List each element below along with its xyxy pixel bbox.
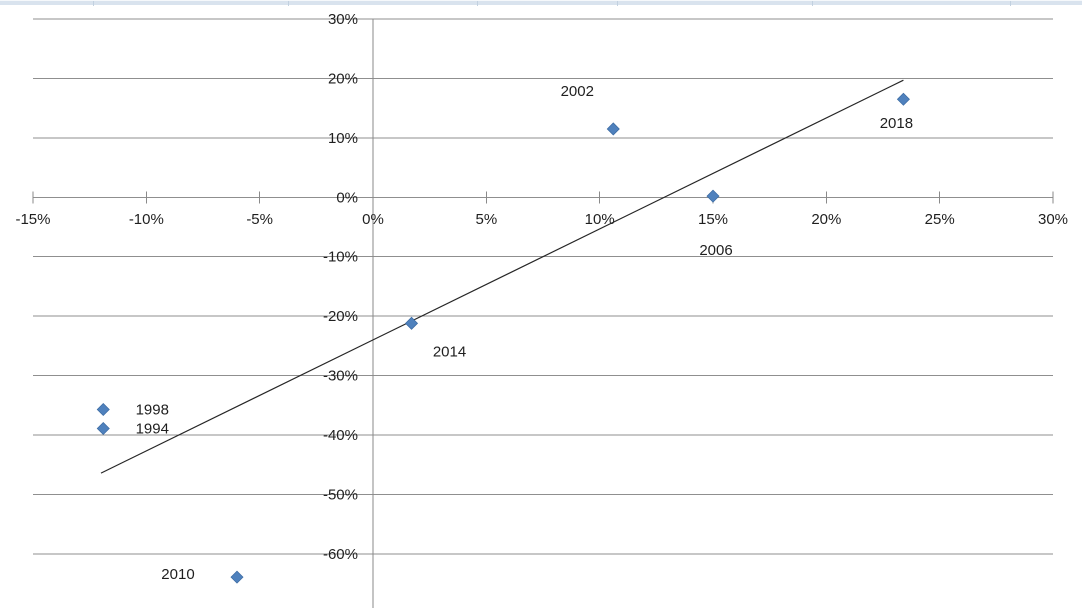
cell-border xyxy=(288,1,289,6)
x-tick-label-20: 20% xyxy=(811,211,841,228)
data-point-label-1994: 1994 xyxy=(136,421,169,438)
cell-border xyxy=(812,1,813,6)
y-tick-label--40: -40% xyxy=(323,427,358,444)
cell-border xyxy=(93,1,94,6)
y-tick-label-20: 20% xyxy=(328,70,358,87)
data-point-2010[interactable] xyxy=(230,570,244,584)
cell-border xyxy=(477,1,478,6)
y-tick-label--60: -60% xyxy=(323,546,358,563)
x-tick-label-10: 10% xyxy=(585,211,615,228)
data-point-2014[interactable] xyxy=(405,316,419,330)
data-point-label-2006: 2006 xyxy=(699,242,732,259)
y-tick-label--30: -30% xyxy=(323,368,358,385)
x-tick-label-5: 5% xyxy=(475,211,497,228)
cell-border xyxy=(617,1,618,6)
x-tick-label-30: 30% xyxy=(1038,211,1068,228)
data-point-label-2010: 2010 xyxy=(161,566,194,583)
cell-border xyxy=(1010,1,1011,6)
data-point-label-2014: 2014 xyxy=(433,343,466,360)
y-tick-label-30: 30% xyxy=(328,11,358,28)
x-tick-label--15: -15% xyxy=(15,211,50,228)
y-tick-label-0: 0% xyxy=(336,189,358,206)
spreadsheet-cells-strip xyxy=(0,0,1082,6)
trendline[interactable] xyxy=(100,79,904,474)
y-tick-label--20: -20% xyxy=(323,308,358,325)
y-tick-label--10: -10% xyxy=(323,249,358,266)
x-tick-label-0: 0% xyxy=(362,211,384,228)
data-point-2002[interactable] xyxy=(606,122,620,136)
data-point-label-2018: 2018 xyxy=(880,115,913,132)
data-point-1994[interactable] xyxy=(96,421,110,436)
y-tick-label-10: 10% xyxy=(328,130,358,147)
data-point-label-2002: 2002 xyxy=(561,83,594,100)
x-tick-label--10: -10% xyxy=(129,211,164,228)
x-tick-label-25: 25% xyxy=(925,211,955,228)
data-point-label-1998: 1998 xyxy=(136,402,169,419)
data-point-2006[interactable] xyxy=(706,189,720,203)
y-tick-label--50: -50% xyxy=(323,487,358,504)
data-point-2018[interactable] xyxy=(896,92,910,106)
x-tick-label--5: -5% xyxy=(246,211,273,228)
x-tick-label-15: 15% xyxy=(698,211,728,228)
data-point-1998[interactable] xyxy=(96,402,110,417)
